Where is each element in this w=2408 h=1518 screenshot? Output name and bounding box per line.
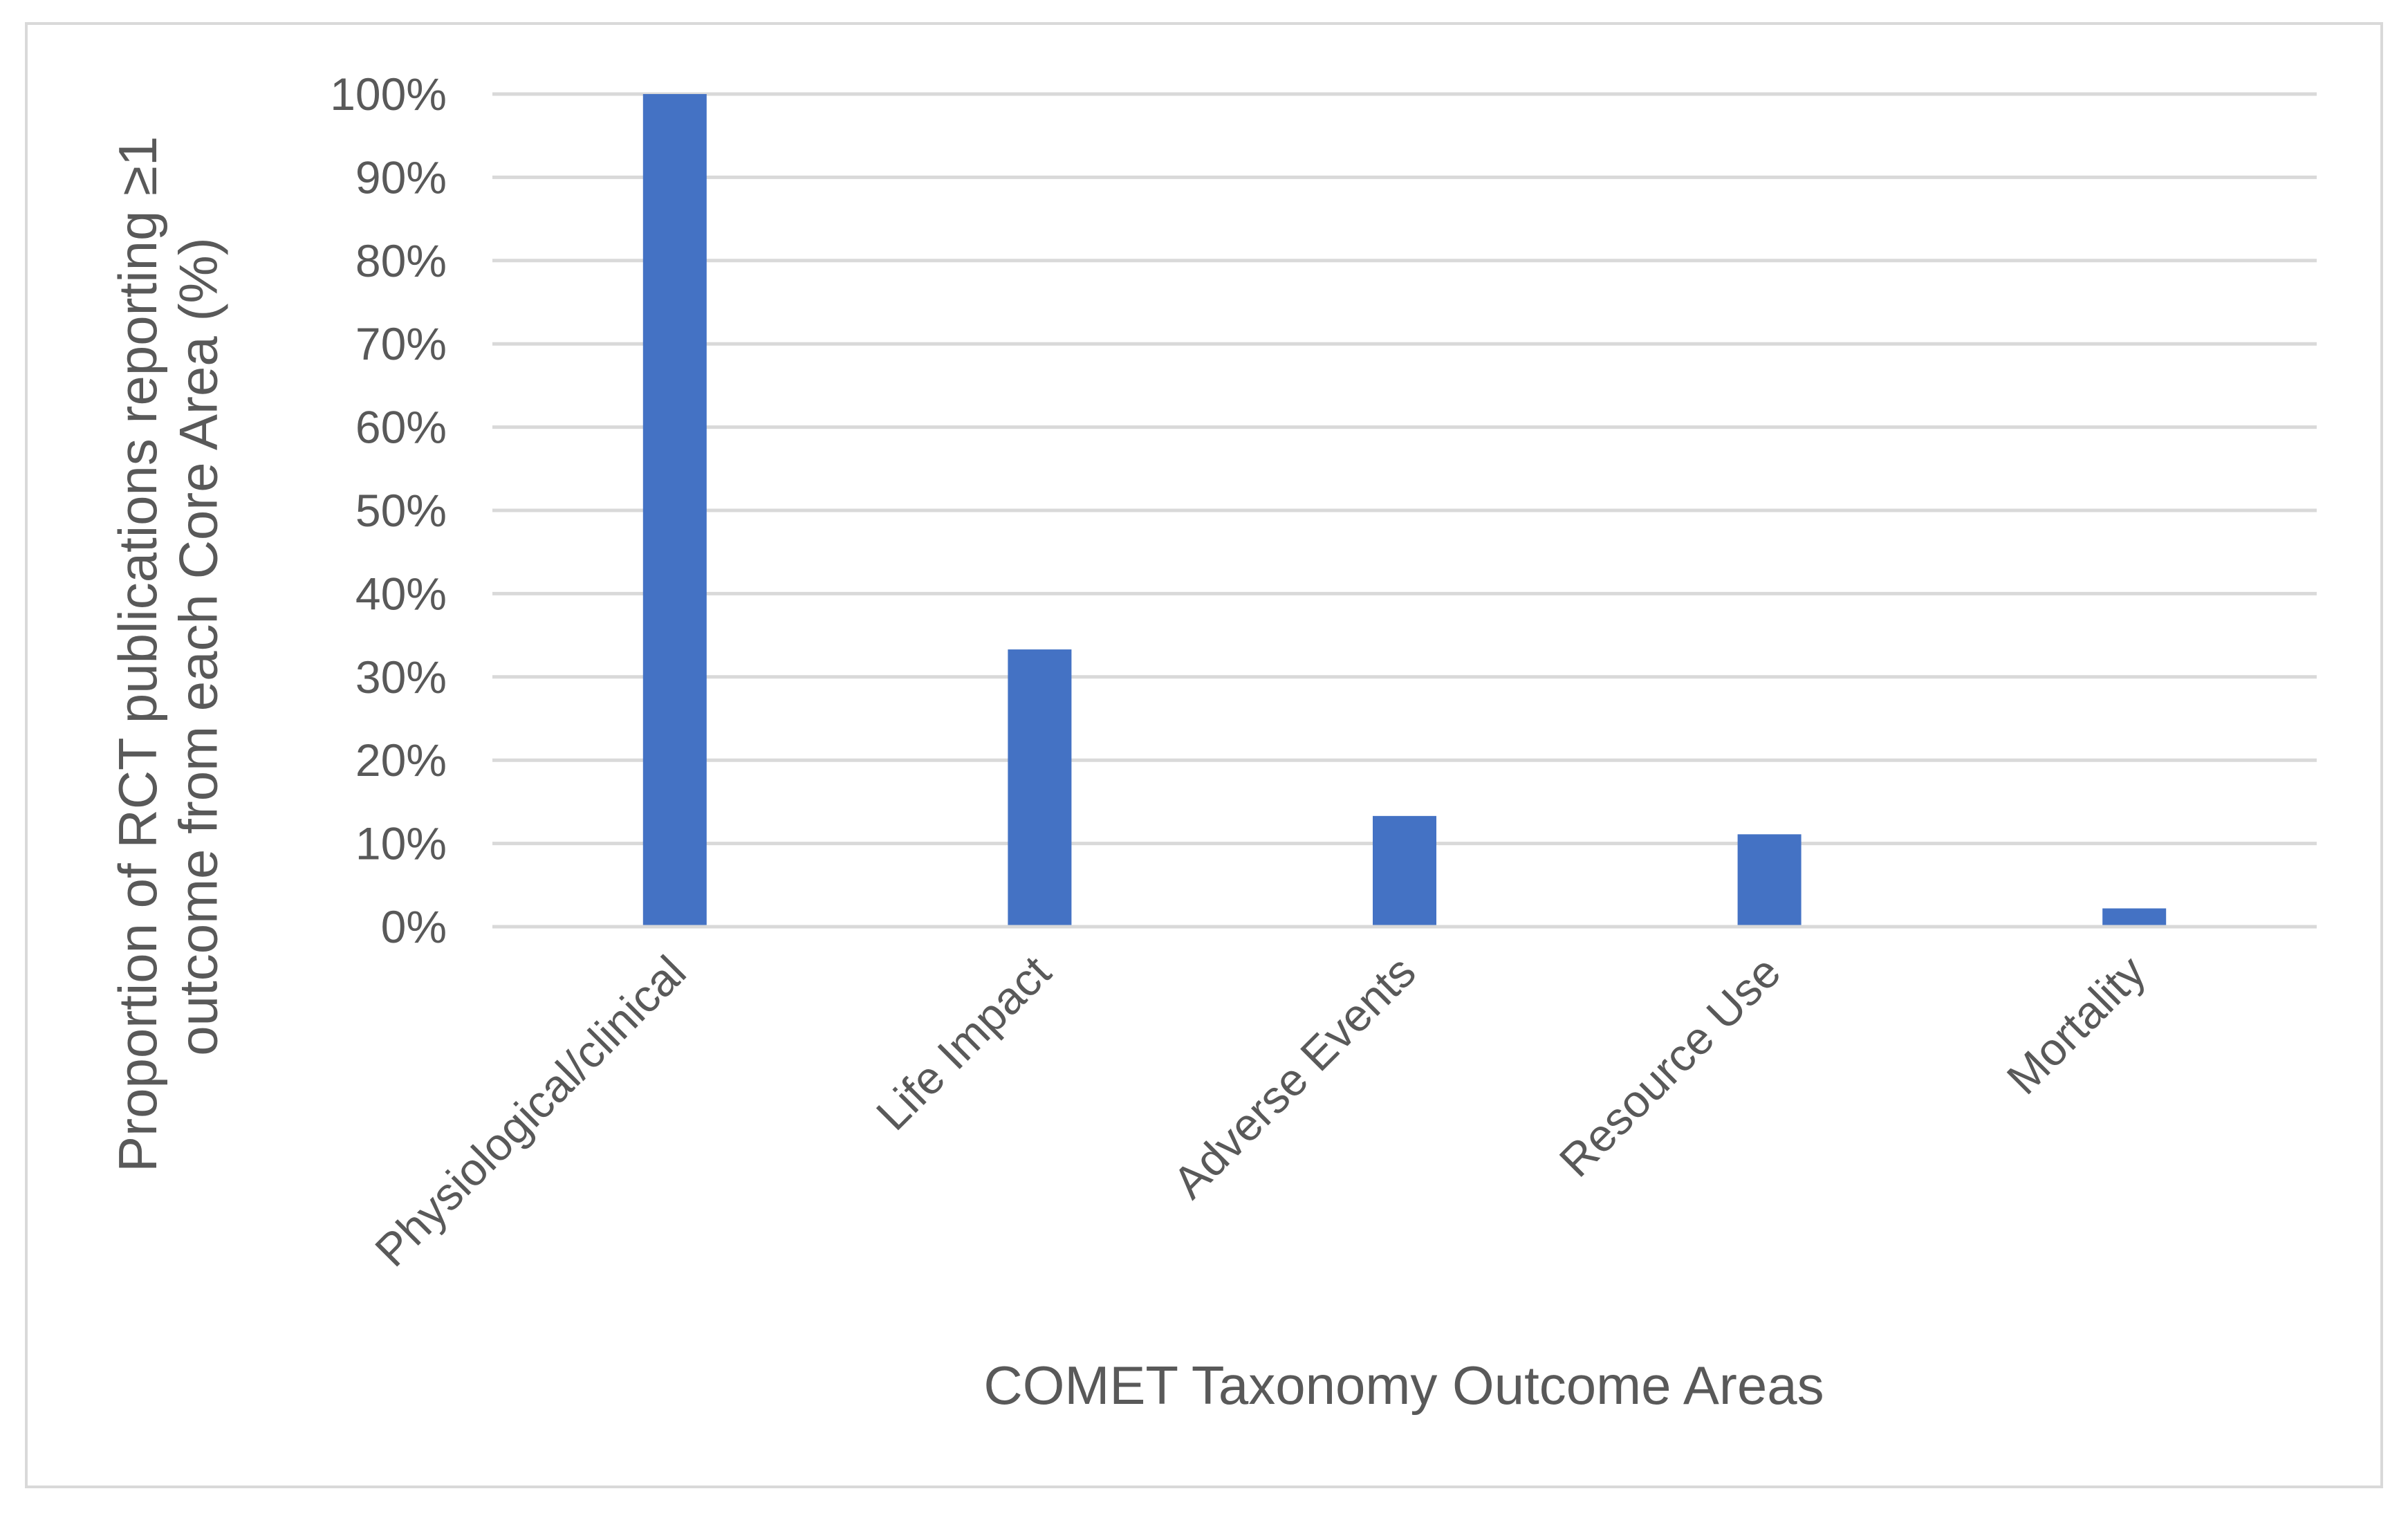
y-axis-title: Proportion of RCT publications reporting… <box>107 121 228 1172</box>
y-tick-label: 90% <box>355 151 447 203</box>
bar <box>1008 649 1072 927</box>
y-axis-title-line-1: Proportion of RCT publications reporting… <box>107 136 168 1172</box>
x-category-label: Life Impact <box>867 946 1061 1140</box>
y-tick-label: 80% <box>355 235 447 286</box>
x-axis-category-labels: Physiological/clinical Life Impact Adverse… <box>365 946 2155 1277</box>
bars <box>642 94 2167 927</box>
x-category-label: Physiological/clinical <box>365 946 696 1277</box>
y-axis-title-line-2: outcome from each Core Area (%) <box>167 237 228 1055</box>
bar <box>1373 815 1436 927</box>
y-tick-label: 0% <box>381 901 447 952</box>
y-tick-label: 20% <box>355 734 447 786</box>
y-tick-label: 10% <box>355 818 447 869</box>
y-axis-ticks: 0% 10% 20% 30% 40% 50% 60% 70% 80% 90% 100% <box>330 68 447 952</box>
gridlines <box>492 92 2317 846</box>
y-tick-label: 50% <box>355 485 447 536</box>
y-tick-label: 100% <box>330 68 447 120</box>
chart-frame <box>25 22 2383 1488</box>
x-category-label: Adverse Events <box>1163 946 1425 1208</box>
y-tick-label: 60% <box>355 402 447 453</box>
bar <box>642 94 707 927</box>
x-category-label: Mortality <box>1997 946 2155 1104</box>
bar <box>1737 834 1802 927</box>
x-axis-title: COMET Taxonomy Outcome Areas <box>983 1355 1824 1416</box>
y-tick-label: 30% <box>355 651 447 703</box>
bar <box>2102 908 2167 927</box>
y-tick-label: 40% <box>355 568 447 619</box>
x-category-label: Resource Use <box>1549 946 1790 1187</box>
y-tick-label: 70% <box>355 318 447 369</box>
